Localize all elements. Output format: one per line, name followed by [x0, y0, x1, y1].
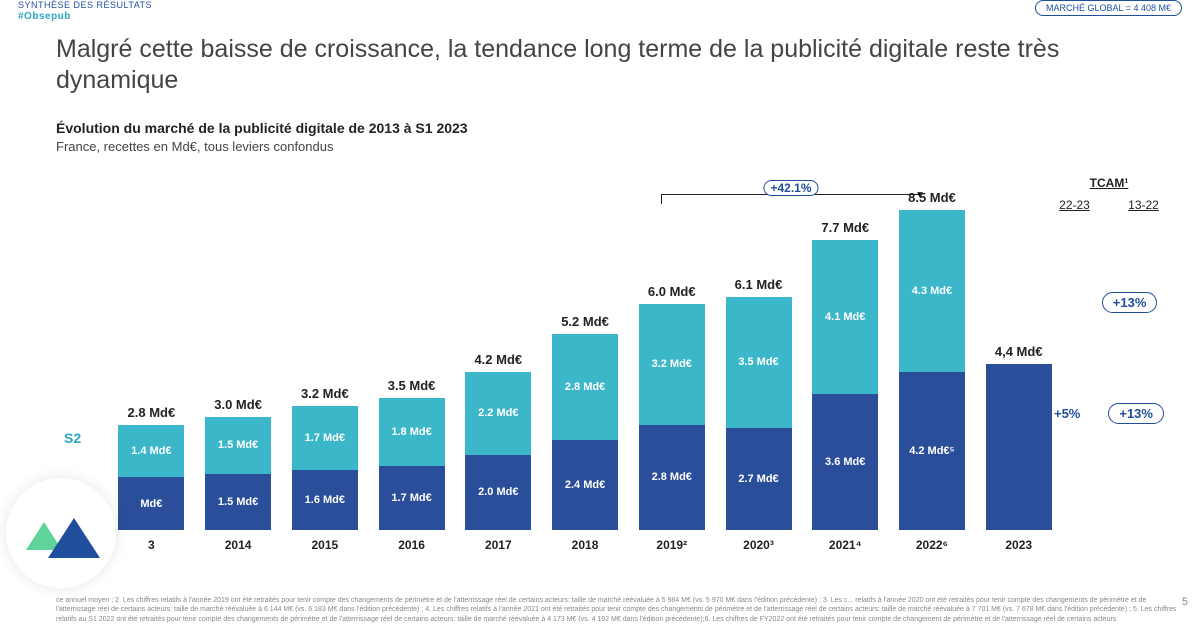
bar-total-label: 6.0 Md€	[648, 284, 696, 299]
page-number: 5	[1182, 596, 1188, 608]
stacked-bar: 2.4 Md€2.8 Md€	[552, 334, 618, 530]
bar-segment-s1: 1.6 Md€	[292, 470, 358, 530]
stacked-bar: Md€1.4 Md€	[118, 425, 184, 530]
bar-segment-s2: 1.7 Md€	[292, 406, 358, 470]
tcam-headers: 22-23 13-22	[1040, 198, 1178, 212]
chart-title: Évolution du marché de la publicité digi…	[56, 120, 468, 136]
x-axis-label: 2014	[225, 538, 252, 552]
bar-group: 6.0 Md€2.8 Md€3.2 Md€2019²	[634, 284, 709, 530]
bar-group: 3.0 Md€1.5 Md€1.5 Md€2014	[201, 397, 276, 530]
x-axis-label: 2015	[311, 538, 338, 552]
tcam-col1: 22-23	[1059, 198, 1090, 212]
subtitle-block: Évolution du marché de la publicité digi…	[56, 120, 468, 154]
dept-label: SYNTHÈSE DES RÉSULTATS	[18, 0, 152, 10]
x-axis-label: 2023	[1005, 538, 1032, 552]
tcam-title: TCAM¹	[1040, 176, 1178, 190]
bar-segment-s2: 2.8 Md€	[552, 334, 618, 439]
bar-group: 3.5 Md€1.7 Md€1.8 Md€2016	[374, 378, 449, 530]
s2-axis-label: S2	[64, 430, 81, 446]
bar-total-label: 8.5 Md€	[908, 190, 956, 205]
bar-segment-s2: 3.5 Md€	[726, 297, 792, 429]
stacked-bar: 1.5 Md€1.5 Md€	[205, 417, 271, 530]
hashtag: #Obsepub	[18, 11, 152, 22]
footnotes: ce annuel moyen ; 2. Les chiffres relati…	[56, 596, 1180, 624]
bar-segment-s1: 1.5 Md€	[205, 474, 271, 530]
tcam-r2c1: +5%	[1054, 406, 1080, 421]
stacked-bar: 1.7 Md€1.8 Md€	[379, 398, 445, 530]
bar-segment-s2: 4.3 Md€	[899, 210, 965, 372]
bar-group: 4.2 Md€2.0 Md€2.2 Md€2017	[461, 352, 536, 530]
bar-segment-s1: 2.4 Md€	[552, 440, 618, 530]
stacked-bar: 4.2 Md€⁵4.3 Md€	[899, 210, 965, 530]
x-axis-label: 2021⁴	[829, 538, 862, 552]
bar-total-label: 4,4 Md€	[995, 344, 1043, 359]
bar-total-label: 7.7 Md€	[821, 220, 869, 235]
stacked-bar: 2.8 Md€3.2 Md€	[639, 304, 705, 530]
bars-container: 2.8 Md€Md€1.4 Md€33.0 Md€1.5 Md€1.5 Md€2…	[114, 185, 1056, 530]
chart-subtitle: France, recettes en Md€, tous leviers co…	[56, 139, 468, 154]
tcam-r2c2: +13%	[1108, 403, 1164, 424]
bar-segment-s2: 4.1 Md€	[812, 240, 878, 394]
bar-total-label: 6.1 Md€	[735, 277, 783, 292]
x-axis-label: 2019²	[656, 538, 687, 552]
bar-segment-s2: 1.5 Md€	[205, 417, 271, 473]
x-axis-label: 3	[148, 538, 155, 552]
bar-segment-s2: 1.4 Md€	[118, 425, 184, 478]
logo-triangle-blue-icon	[48, 518, 100, 558]
bar-group: 5.2 Md€2.4 Md€2.8 Md€2018	[548, 314, 623, 530]
bar-segment-s1: 2.0 Md€	[465, 455, 531, 530]
bar-segment-s2: 2.2 Md€	[465, 372, 531, 455]
bar-group: 8.5 Md€4.2 Md€⁵4.3 Md€2022⁶	[895, 190, 970, 530]
bar-total-label: 3.2 Md€	[301, 386, 349, 401]
bar-segment-s1: 2.8 Md€	[639, 425, 705, 530]
global-badge: MARCHÉ GLOBAL = 4 408 M€	[1035, 0, 1182, 16]
bar-segment-s1: 2.7 Md€	[726, 428, 792, 530]
bar-total-label: 3.5 Md€	[388, 378, 436, 393]
tcam-block: TCAM¹ 22-23 13-22 +13% +5% +13%	[1040, 176, 1178, 514]
bar-group: 6.1 Md€2.7 Md€3.5 Md€2020³	[721, 277, 796, 530]
stacked-bar: 1.6 Md€1.7 Md€	[292, 406, 358, 530]
stacked-bar: 2.7 Md€3.5 Md€	[726, 297, 792, 530]
page-title: Malgré cette baisse de croissance, la te…	[56, 34, 1144, 97]
bar-group: 7.7 Md€3.6 Md€4.1 Md€2021⁴	[808, 220, 883, 530]
stacked-bar: 2.0 Md€2.2 Md€	[465, 372, 531, 530]
logo-badge	[6, 478, 116, 588]
bar-total-label: 4.2 Md€	[474, 352, 522, 367]
x-axis-label: 2020³	[743, 538, 774, 552]
bar-group: 2.8 Md€Md€1.4 Md€3	[114, 405, 189, 530]
bar-total-label: 2.8 Md€	[128, 405, 176, 420]
bar-group: 3.2 Md€1.6 Md€1.7 Md€2015	[287, 386, 362, 530]
bar-total-label: 3.0 Md€	[214, 397, 262, 412]
x-axis-label: 2022⁶	[916, 538, 948, 552]
tcam-row-s2: +13%	[1040, 292, 1178, 313]
x-axis-label: 2017	[485, 538, 512, 552]
tcam-r1c2: +13%	[1102, 292, 1158, 313]
header-block: SYNTHÈSE DES RÉSULTATS #Obsepub	[18, 0, 152, 22]
bar-segment-s1: Md€	[118, 477, 184, 530]
bar-segment-s1: 4.2 Md€⁵	[899, 372, 965, 530]
tcam-col2: 13-22	[1128, 198, 1159, 212]
x-axis-label: 2018	[572, 538, 599, 552]
tcam-row-s1: +5% +13%	[1040, 403, 1178, 424]
bar-segment-s1: 3.6 Md€	[812, 394, 878, 530]
x-axis-label: 2016	[398, 538, 425, 552]
bar-segment-s1: 1.7 Md€	[379, 466, 445, 530]
bar-segment-s2: 3.2 Md€	[639, 304, 705, 424]
stacked-bar: 3.6 Md€4.1 Md€	[812, 240, 878, 530]
bar-chart: S2 ▼ +42.1% 2.8 Md€Md€1.4 Md€33.0 Md€1.5…	[56, 170, 1056, 560]
bar-total-label: 5.2 Md€	[561, 314, 609, 329]
bar-segment-s2: 1.8 Md€	[379, 398, 445, 466]
